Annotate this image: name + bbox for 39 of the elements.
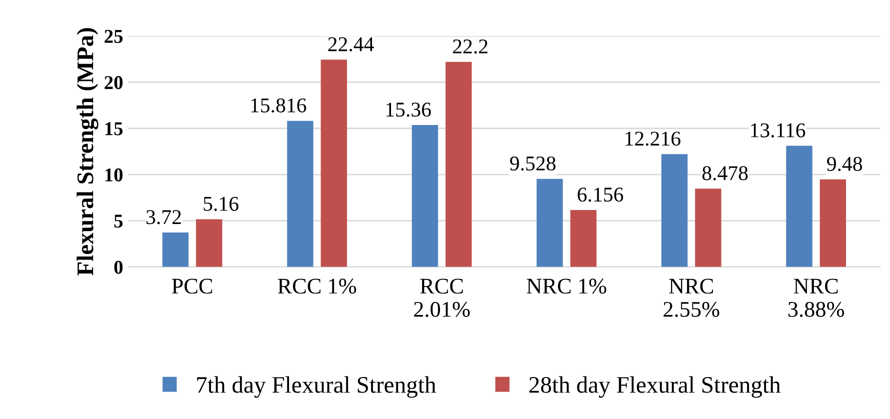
bar	[446, 62, 472, 267]
legend-label: 7th day Flexural Strength	[197, 376, 436, 398]
bar	[162, 232, 189, 267]
bar	[570, 210, 597, 267]
bar	[695, 188, 722, 267]
data-label: 22.2	[453, 39, 488, 54]
data-label: 8.478	[702, 166, 748, 180]
y-tick-label: 0	[114, 260, 123, 274]
data-label: 5.16	[204, 196, 238, 211]
bar	[320, 60, 347, 267]
data-label: 9.48	[827, 156, 862, 172]
bar	[536, 178, 563, 267]
y-tick-label: 20	[104, 76, 123, 90]
y-tick-label: 15	[105, 122, 123, 136]
bar	[661, 154, 688, 267]
x-tick-label: PCC	[172, 278, 212, 294]
x-tick-label: NRC 1%	[526, 278, 606, 294]
data-label: 9.528	[510, 156, 556, 171]
data-label: 3.72	[146, 210, 181, 224]
x-tick-label: RCC 1%	[278, 278, 356, 294]
y-axis-title: Flexural Strength (MPa)	[76, 28, 98, 276]
bar	[412, 125, 438, 267]
data-label: 22.44	[328, 37, 374, 52]
data-label: 12.216	[626, 132, 680, 146]
y-tick-label: 10	[105, 168, 123, 182]
y-tick-label: 5	[114, 214, 123, 228]
bar	[786, 146, 812, 267]
data-label: 15.36	[386, 102, 431, 117]
bar	[820, 179, 846, 267]
x-tick-label: NRC 2.55%	[664, 278, 720, 317]
y-tick-label: 25	[104, 30, 123, 43]
data-label: 6.156	[578, 188, 624, 202]
legend-label: 28th day Flexural Strength	[529, 376, 781, 398]
x-tick-label: RCC 2.01%	[414, 278, 470, 317]
data-label: 15.816	[251, 98, 306, 113]
bar	[196, 219, 222, 267]
data-label: 13.116	[751, 123, 806, 138]
x-tick-label: NRC 3.88%	[788, 278, 844, 317]
bar	[287, 120, 314, 267]
